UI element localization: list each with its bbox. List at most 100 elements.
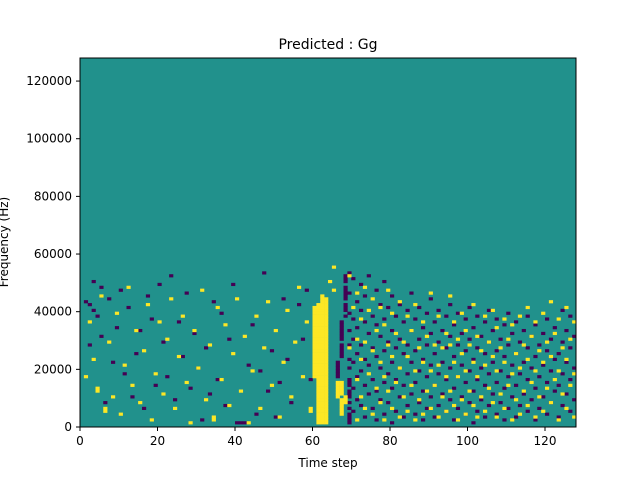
heatmap-cell-low xyxy=(502,418,507,422)
heatmap-cell-low xyxy=(533,323,538,327)
heatmap-cell-high xyxy=(444,375,449,379)
heatmap-cell-high xyxy=(390,311,395,315)
heatmap-cell-low xyxy=(165,375,170,379)
heatmap-cell-high xyxy=(316,303,321,307)
heatmap-cell-high xyxy=(486,386,492,390)
heatmap-cell-high xyxy=(545,386,550,390)
heatmap-cell-low xyxy=(498,337,503,341)
heatmap-cell-high xyxy=(312,323,317,327)
heatmap-cell-low xyxy=(378,398,383,402)
heatmap-cell-low xyxy=(517,403,523,408)
heatmap-cell-low xyxy=(95,314,100,318)
heatmap-cell-low xyxy=(452,323,457,327)
heatmap-cell-low xyxy=(471,421,476,425)
heatmap-cell-low xyxy=(459,363,464,367)
heatmap-cell-high xyxy=(529,334,534,338)
heatmap-cell-low xyxy=(238,421,244,425)
heatmap-cell-high xyxy=(324,372,329,376)
heatmap-cell-low xyxy=(572,366,577,370)
heatmap-cell-low xyxy=(397,395,402,399)
heatmap-cell-high xyxy=(324,403,329,408)
heatmap-cell-high xyxy=(246,421,251,425)
heatmap-cell-high xyxy=(316,349,321,353)
heatmap-cell-low xyxy=(424,343,430,347)
heatmap-cell-high xyxy=(517,314,523,318)
heatmap-cell-low xyxy=(525,409,530,413)
heatmap-cell-low xyxy=(421,326,426,330)
heatmap-cell-high xyxy=(320,297,325,301)
heatmap-cell-high xyxy=(324,401,329,405)
heatmap-cell-high xyxy=(351,305,356,310)
heatmap-cell-high xyxy=(324,392,329,396)
heatmap-cell-low xyxy=(242,421,247,425)
heatmap-cell-low xyxy=(339,326,344,330)
heatmap-cell-low xyxy=(475,314,480,318)
heatmap-cell-low xyxy=(397,337,402,341)
heatmap-cell-low xyxy=(343,305,348,310)
heatmap-cell-high xyxy=(320,383,325,387)
heatmap-cell-low xyxy=(339,346,344,350)
heatmap-cell-high xyxy=(343,395,348,399)
heatmap-cell-low xyxy=(374,323,379,327)
y-tick-label: 0 xyxy=(64,420,72,434)
heatmap-cell-high xyxy=(502,317,507,321)
heatmap-cell-high xyxy=(316,305,321,310)
heatmap-cell-high xyxy=(320,326,325,330)
heatmap-cell-high xyxy=(521,343,526,347)
heatmap-cell-low xyxy=(339,334,344,338)
heatmap-cell-low xyxy=(533,418,538,422)
heatmap-cell-low xyxy=(200,418,205,422)
heatmap-cell-high xyxy=(556,418,561,422)
heatmap-cell-low xyxy=(343,279,348,284)
heatmap-cell-low xyxy=(335,372,340,376)
heatmap-cell-high xyxy=(494,369,499,373)
heatmap-cell-low xyxy=(552,357,557,361)
heatmap-cell-high xyxy=(231,352,236,356)
heatmap-cell-high xyxy=(320,403,325,408)
heatmap-cell-low xyxy=(138,328,143,333)
plot-area xyxy=(79,57,577,428)
heatmap-cell-low xyxy=(572,334,577,338)
heatmap-cell-high xyxy=(362,340,368,344)
heatmap-cell-high xyxy=(316,366,321,370)
heatmap-cell-high xyxy=(312,340,317,344)
heatmap-cell-high xyxy=(308,406,313,410)
heatmap-cell-high xyxy=(320,300,325,304)
y-tick-label: 80000 xyxy=(34,189,72,203)
heatmap-cell-high xyxy=(444,331,449,336)
heatmap-cell-low xyxy=(343,308,348,312)
heatmap-cell-low xyxy=(506,311,511,315)
heatmap-cell-high xyxy=(386,389,391,393)
heatmap-cell-low xyxy=(490,360,495,364)
heatmap-cell-low xyxy=(351,409,356,413)
heatmap-cell-low xyxy=(374,389,379,393)
heatmap-cell-low xyxy=(506,343,511,347)
heatmap-cell-low xyxy=(498,369,503,373)
heatmap-cell-low xyxy=(479,366,484,370)
heatmap-cell-high xyxy=(324,331,329,336)
heatmap-cell-low xyxy=(390,386,395,390)
heatmap-cell-high xyxy=(215,305,220,310)
heatmap-cell-low xyxy=(134,352,139,356)
heatmap-cell-low xyxy=(463,349,468,353)
heatmap-cell-high xyxy=(444,409,449,413)
heatmap-cell-low xyxy=(382,412,387,416)
heatmap-cell-low xyxy=(494,317,499,321)
heatmap-cell-high xyxy=(506,337,511,341)
heatmap-cell-low xyxy=(506,406,511,410)
heatmap-cell-low xyxy=(533,386,538,390)
heatmap-cell-high xyxy=(169,297,174,301)
heatmap-cell-high xyxy=(390,354,395,359)
heatmap-cell-high xyxy=(320,380,325,385)
heatmap-cell-low xyxy=(498,401,503,405)
heatmap-cell-high xyxy=(339,380,344,385)
heatmap-cell-low xyxy=(347,366,352,370)
heatmap-cell-low xyxy=(490,392,495,396)
heatmap-cell-high xyxy=(262,346,267,350)
heatmap-cell-high xyxy=(564,305,569,310)
heatmap-cell-low xyxy=(269,349,275,353)
heatmap-cell-high xyxy=(459,311,464,315)
heatmap-cell-high xyxy=(467,389,472,393)
heatmap-cell-low xyxy=(417,401,422,405)
heatmap-cell-high xyxy=(572,415,577,419)
